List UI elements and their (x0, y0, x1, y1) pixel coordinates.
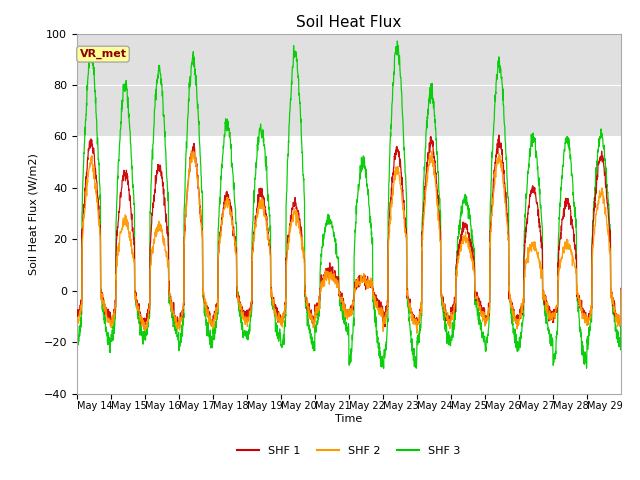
Title: Soil Heat Flux: Soil Heat Flux (296, 15, 401, 30)
Text: VR_met: VR_met (79, 49, 127, 59)
Legend: SHF 1, SHF 2, SHF 3: SHF 1, SHF 2, SHF 3 (232, 441, 465, 460)
Y-axis label: Soil Heat Flux (W/m2): Soil Heat Flux (W/m2) (28, 153, 38, 275)
X-axis label: Time: Time (335, 414, 362, 424)
Bar (77, 34, 621, 136)
